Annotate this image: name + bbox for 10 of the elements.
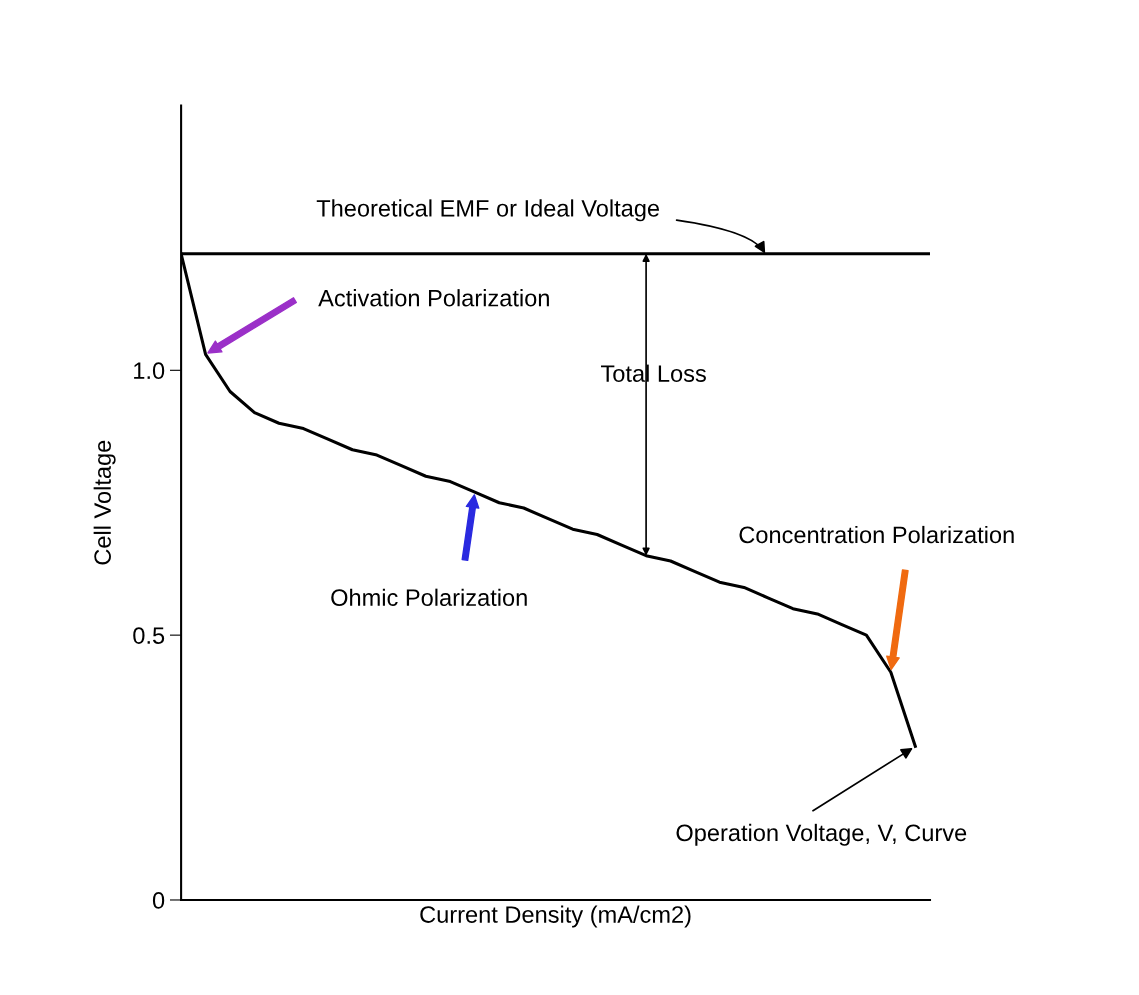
y-tick-label: 0	[152, 892, 165, 909]
ref-line-label: Theoretical EMF or Ideal Voltage	[316, 199, 660, 222]
annotation: Concentration Polarization	[739, 525, 1014, 544]
annotation: Operation Voltage, V, Curve	[676, 823, 967, 846]
y-tick-label: 0.5	[133, 627, 165, 644]
x-axis-title: Current Density (mA/cm2)	[420, 905, 691, 928]
annotation: Activation Polarization	[318, 289, 549, 307]
annotation: Ohmic Polarization	[331, 588, 527, 606]
y-axis-title: Cell Voltage	[93, 440, 116, 565]
y-tick-label: 1.0	[134, 362, 165, 380]
